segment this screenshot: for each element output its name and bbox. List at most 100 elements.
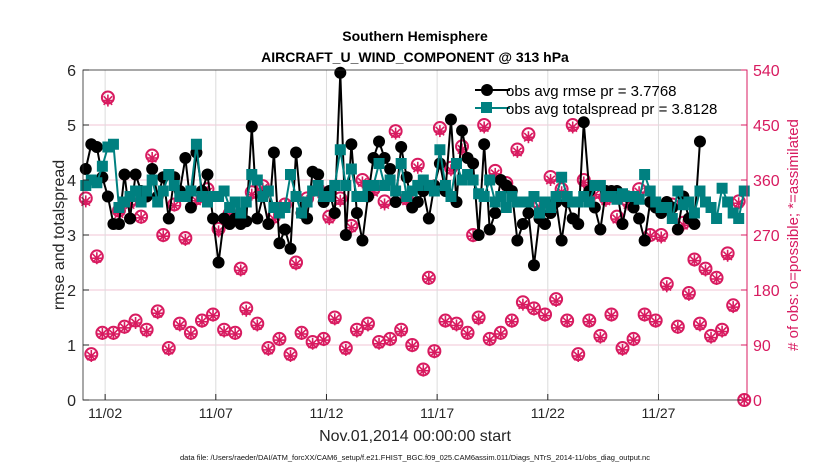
rmse-point <box>671 223 684 236</box>
rmse-point <box>422 212 435 225</box>
assimilated-obs-point <box>682 288 695 301</box>
spread-point <box>550 191 562 202</box>
assimilated-obs-point <box>184 328 197 340</box>
assimilated-obs-point <box>422 273 435 285</box>
spread-point <box>329 180 341 191</box>
assimilated-obs-point <box>90 252 103 265</box>
spread-point <box>345 163 357 175</box>
x-tick-label: 11/27 <box>641 405 675 421</box>
y-tick-label-right: 450 <box>753 118 780 135</box>
spread-point <box>251 174 263 186</box>
spread-point <box>229 196 241 208</box>
rmse-point <box>312 168 325 181</box>
y-tick-label-right: 270 <box>753 228 780 245</box>
rmse-point <box>594 223 607 236</box>
spread-point <box>545 202 557 213</box>
assimilated-obs-point <box>96 328 109 340</box>
spread-point <box>705 202 717 213</box>
rmse-point <box>350 207 363 219</box>
assimilated-obs-point <box>339 343 352 356</box>
rmse-point <box>267 146 280 159</box>
spread-point <box>672 185 684 197</box>
spread-point <box>157 185 169 197</box>
spread-point <box>285 169 296 180</box>
spread-point <box>622 191 634 202</box>
rmse-point <box>118 168 131 181</box>
spread-point <box>102 141 114 153</box>
assimilated-obs-point <box>566 121 579 134</box>
spread-point <box>423 180 435 191</box>
assimilated-obs-point <box>627 334 640 347</box>
spread-point <box>312 180 324 191</box>
rmse-point <box>129 168 142 181</box>
rmse-point <box>411 196 424 208</box>
y-tick-label-right: 180 <box>753 283 780 300</box>
x-tick-label: 11/07 <box>199 405 233 421</box>
spread-point <box>96 160 108 172</box>
spread-point <box>583 196 595 208</box>
spread-point <box>179 191 191 202</box>
x-tick-label: 11/17 <box>420 405 454 421</box>
assimilated-obs-point <box>79 195 92 208</box>
rmse-point <box>278 223 291 236</box>
spread-point <box>617 188 628 200</box>
assimilated-obs-point <box>505 315 518 328</box>
spread-point <box>528 191 540 202</box>
rmse-point <box>472 229 485 241</box>
spread-point <box>384 174 396 186</box>
assimilated-obs-point <box>417 364 430 377</box>
spread-point <box>628 191 640 202</box>
assimilated-obs-point <box>162 343 175 356</box>
assimilated-obs-point <box>107 328 120 340</box>
spread-point <box>334 144 346 156</box>
assimilated-obs-point <box>710 273 723 285</box>
y-axis-label-right: # of obs: o=possible; *=assimilated <box>785 119 802 351</box>
spread-point <box>395 158 407 169</box>
spread-point <box>561 191 573 202</box>
assimilated-obs-point <box>118 321 131 334</box>
rmse-point <box>633 212 646 225</box>
rmse-point <box>112 218 125 230</box>
assimilated-obs-point <box>433 125 446 138</box>
spread-point <box>677 199 689 211</box>
assimilated-obs-point <box>240 304 253 317</box>
rmse-point <box>328 207 341 219</box>
assimilated-obs-point <box>660 280 673 293</box>
spread-point <box>262 185 274 197</box>
spread-point <box>202 196 213 208</box>
spread-point <box>80 180 92 191</box>
rmse-point <box>395 141 408 153</box>
spread-point <box>196 191 208 202</box>
rmse-point <box>389 196 402 208</box>
spread-point <box>434 144 446 156</box>
assimilated-obs-point <box>638 309 651 322</box>
assimilated-obs-point <box>295 328 308 340</box>
y-axis-label-left: rmse and totalspread <box>51 160 68 310</box>
assimilated-obs-point <box>306 337 319 350</box>
spread-point <box>738 185 750 197</box>
assimilated-obs-point <box>384 334 397 347</box>
spread-point <box>506 191 518 202</box>
assimilated-obs-point <box>721 249 734 262</box>
spread-point <box>539 196 551 208</box>
rmse-point <box>456 124 469 137</box>
assimilated-obs-point <box>361 319 374 332</box>
rmse-point <box>124 212 137 225</box>
spread-point <box>473 188 485 200</box>
spread-point <box>373 158 385 169</box>
y-tick-label-right: 0 <box>753 393 762 410</box>
spread-point <box>107 138 119 150</box>
rmse-point <box>522 207 535 219</box>
spread-point <box>323 191 335 202</box>
spread-point <box>517 196 529 208</box>
assimilated-obs-point <box>572 350 585 362</box>
assimilated-obs-point <box>290 258 303 271</box>
rmse-point <box>433 157 446 170</box>
assimilated-obs-point <box>649 315 662 328</box>
assimilated-obs-point <box>550 295 563 307</box>
spread-point <box>174 191 186 202</box>
rmse-point <box>184 201 197 214</box>
spread-point <box>268 202 280 213</box>
spread-point <box>700 196 711 208</box>
